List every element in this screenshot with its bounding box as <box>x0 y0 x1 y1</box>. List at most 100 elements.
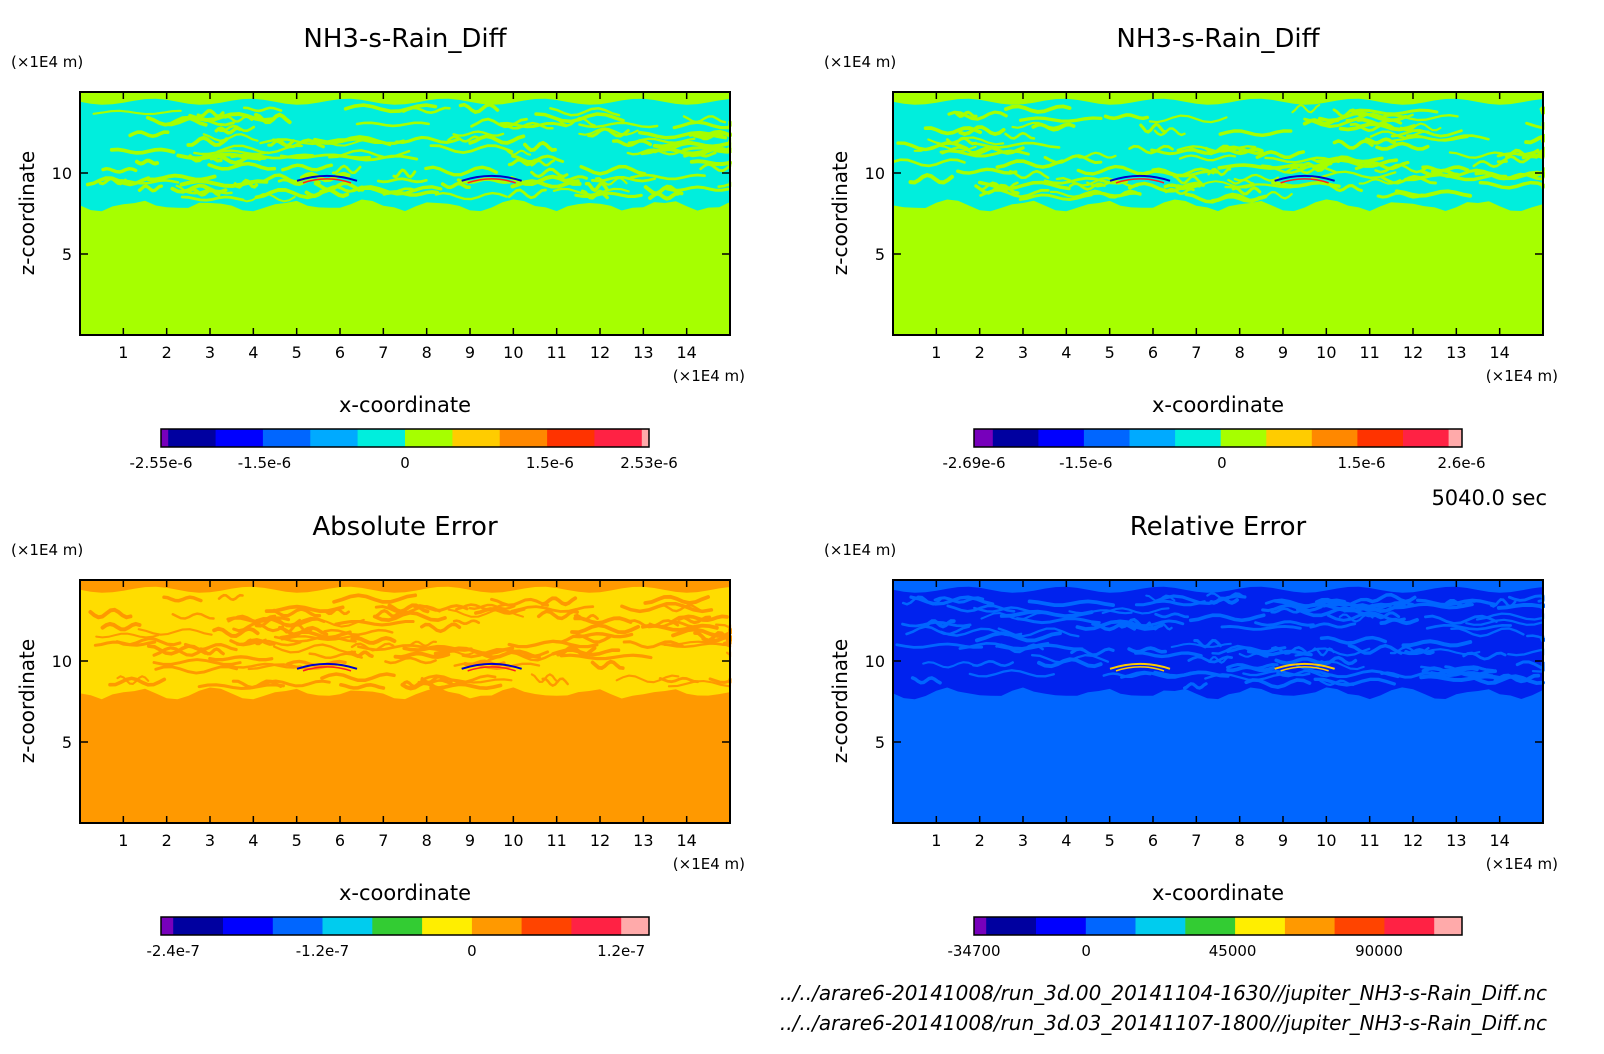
layer-streak <box>534 112 625 124</box>
layer-streak <box>682 115 727 124</box>
panel-title: NH3-s-Rain_Diff <box>303 24 507 54</box>
colorbar-frame <box>973 428 1463 448</box>
colorbar-swatch <box>1135 917 1186 935</box>
layer-streak <box>357 644 449 652</box>
layer-streak <box>100 621 142 632</box>
colorbar-tick-label: 1.5e-6 <box>1337 454 1385 472</box>
layer-streak <box>939 627 1023 637</box>
plot-frame <box>79 91 731 336</box>
layer-streak <box>1347 643 1403 655</box>
layer-streak <box>304 187 350 199</box>
y-tick-label: 10 <box>865 164 885 183</box>
layer-streak <box>1011 121 1066 129</box>
layer-streak <box>1273 599 1362 608</box>
layer-streak <box>137 184 164 193</box>
panel-bottom-right: Relative Error (×1E4 m) 1 2 3 4 5 6 7 8 9 10 11 12 1… <box>824 512 1558 960</box>
layer-streak <box>212 626 260 638</box>
layer-streak <box>1139 122 1168 134</box>
layer-streak <box>543 175 588 182</box>
colorbar: -2.4e-7 -1.2e-7 0 1.2e-7 <box>146 916 650 960</box>
layer-streak <box>995 159 1064 169</box>
layer-streak <box>384 656 437 665</box>
layer-streak <box>1204 144 1243 155</box>
layer-streak <box>395 135 462 144</box>
layer-streak <box>1271 646 1307 655</box>
layer-streak <box>1101 607 1170 615</box>
layer-streak <box>1332 108 1363 118</box>
layer-streak <box>376 177 428 184</box>
layer-streak <box>434 678 513 684</box>
cloud-layer <box>893 586 1545 700</box>
layer-streak <box>1329 184 1363 193</box>
x-tick-label: 3 <box>1018 343 1028 362</box>
layer-streak <box>313 137 384 145</box>
layer-streak <box>1086 179 1139 188</box>
layer-streak <box>1350 108 1439 116</box>
layer-streak <box>1128 144 1174 155</box>
layer-streak <box>171 612 215 620</box>
layer-streak <box>659 603 702 613</box>
x-tick-label: 3 <box>1018 831 1028 850</box>
layer-streak <box>93 640 157 647</box>
layer-streak <box>1450 627 1525 638</box>
x-tick-label: 4 <box>1061 343 1071 362</box>
layer-streak <box>1294 647 1371 657</box>
colorbar-swatch <box>422 917 473 935</box>
layer-streak <box>447 135 479 143</box>
layer-streak <box>1018 193 1093 201</box>
colorbar-swatch <box>641 429 650 447</box>
layer-streak <box>923 126 983 136</box>
layer-streak <box>429 144 514 155</box>
cloud-layer <box>80 98 732 212</box>
x-axis-label: x-coordinate <box>339 393 471 417</box>
colorbar-swatch <box>215 429 264 447</box>
colorbar: -34700 0 45000 90000 <box>947 916 1463 960</box>
layer-streak <box>1375 141 1430 151</box>
x-tick-label: 9 <box>465 343 475 362</box>
y-axis: 5 10 <box>865 164 1543 264</box>
layer-streak <box>1254 620 1315 627</box>
layer-streak <box>289 618 365 628</box>
panel-top-left: NH3-s-Rain_Diff (×1E4 m) 1 2 3 4 5 6 7 8 9 10 11 12… <box>11 24 745 472</box>
layer-streak <box>452 619 481 625</box>
colorbar-swatch <box>1038 429 1085 447</box>
colorbar-tick-label: -2.4e-7 <box>146 942 199 960</box>
layer-streak <box>626 148 681 156</box>
colorbar-swatch <box>1083 429 1130 447</box>
colorbar-swatch <box>621 917 650 935</box>
layer-streak <box>207 161 277 171</box>
x-unit-label: (×1E4 m) <box>1486 367 1558 385</box>
layer-streak <box>1218 129 1293 138</box>
layer-streak <box>905 625 971 636</box>
layer-streak <box>183 642 238 652</box>
x-tick-label: 5 <box>292 343 302 362</box>
layer-streak <box>1134 651 1203 659</box>
layer-streak <box>1291 103 1321 114</box>
layer-streak <box>1153 127 1186 137</box>
layer-streak <box>1184 192 1254 204</box>
layer-streak <box>1004 131 1036 140</box>
x-tick-label: 1 <box>931 343 941 362</box>
layer-streak <box>1424 614 1498 625</box>
layer-streak <box>372 610 447 622</box>
layer-streak <box>1217 163 1305 170</box>
layer-streak <box>1127 646 1167 654</box>
x-tick-label: 7 <box>378 831 388 850</box>
colorbar-swatch <box>372 917 423 935</box>
layer-streak <box>980 611 1044 621</box>
layer-streak <box>1176 145 1257 153</box>
layer-streak <box>653 147 732 158</box>
layer-streak <box>433 646 515 656</box>
x-tick-label: 10 <box>503 343 523 362</box>
layer-streak <box>116 675 150 685</box>
colorbar-swatch <box>571 917 622 935</box>
colorbar-swatch <box>1284 917 1336 935</box>
layer-streak <box>1425 623 1512 631</box>
x-tick-label: 2 <box>162 831 172 850</box>
y-tick-label: 5 <box>875 245 885 264</box>
layer-streak <box>152 646 210 657</box>
layer-streak <box>108 676 167 687</box>
layer-streak <box>578 127 639 136</box>
layer-streak <box>1117 617 1151 629</box>
